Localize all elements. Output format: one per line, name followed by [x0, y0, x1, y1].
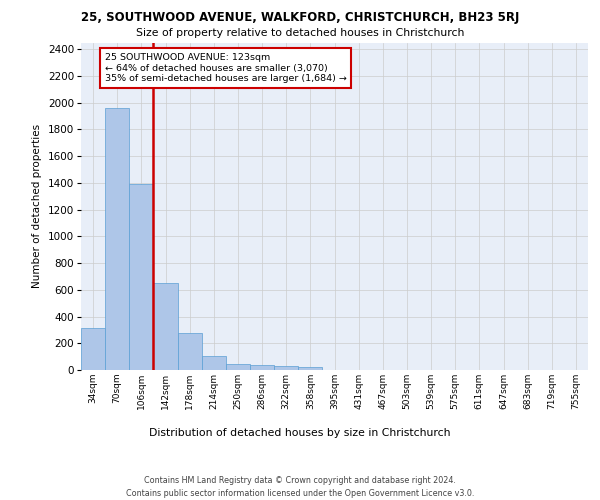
Text: 25, SOUTHWOOD AVENUE, WALKFORD, CHRISTCHURCH, BH23 5RJ: 25, SOUTHWOOD AVENUE, WALKFORD, CHRISTCH…: [81, 11, 519, 24]
Bar: [105, 108, 129, 370]
Text: 25 SOUTHWOOD AVENUE: 123sqm
← 64% of detached houses are smaller (3,070)
35% of : 25 SOUTHWOOD AVENUE: 123sqm ← 64% of det…: [104, 53, 347, 83]
Bar: [154, 284, 178, 370]
Bar: [250, 364, 274, 370]
Bar: [226, 364, 250, 370]
Y-axis label: Number of detached properties: Number of detached properties: [32, 124, 42, 288]
Text: Contains HM Land Registry data © Crown copyright and database right 2024.
Contai: Contains HM Land Registry data © Crown c…: [126, 476, 474, 498]
Bar: [298, 368, 322, 370]
Bar: [202, 356, 226, 370]
Text: Size of property relative to detached houses in Christchurch: Size of property relative to detached ho…: [136, 28, 464, 38]
Bar: [178, 332, 202, 370]
Text: Distribution of detached houses by size in Christchurch: Distribution of detached houses by size …: [149, 428, 451, 438]
Bar: [274, 366, 298, 370]
Bar: [81, 328, 105, 370]
Bar: [129, 184, 154, 370]
